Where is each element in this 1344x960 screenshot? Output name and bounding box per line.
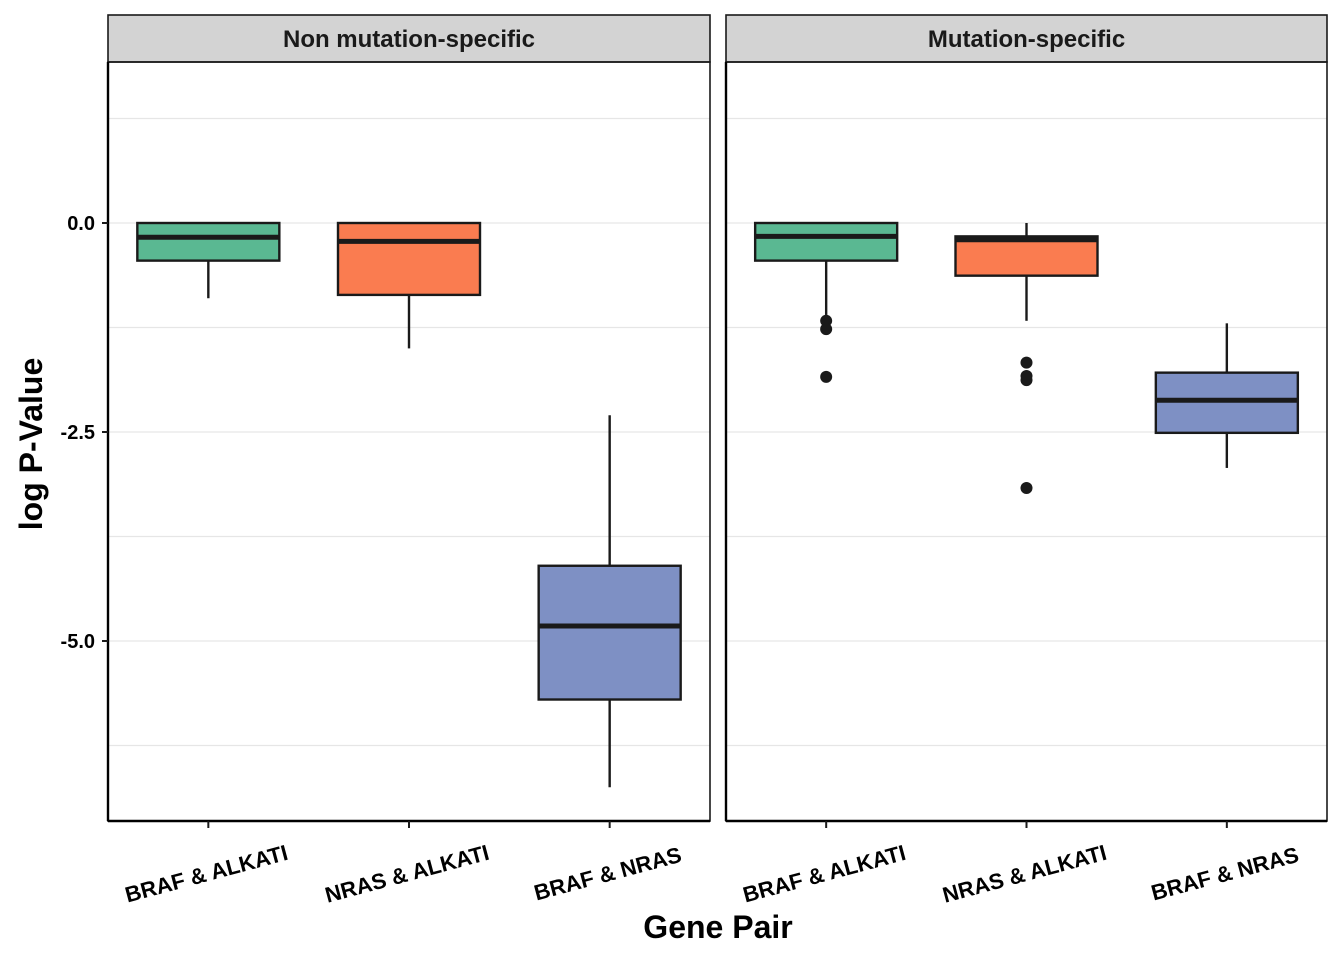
box-2 <box>537 415 682 788</box>
facet-panel: Non mutation-specific BRAF & ALKATI NRAS &… <box>106 14 711 908</box>
outlier-point <box>1020 374 1033 387</box>
outlier-point <box>1020 482 1033 495</box>
y-tick-label: 0.0 <box>67 213 95 235</box>
x-axis-title: Gene Pair <box>643 909 792 945</box>
panels: Non mutation-specific BRAF & ALKATI NRAS &… <box>106 14 1328 908</box>
outlier-point <box>1020 356 1033 369</box>
box-iqr <box>954 235 1099 277</box>
box-2 <box>1154 323 1300 468</box>
facet-strip-label: Non mutation-specific <box>283 26 535 53</box>
panel-border <box>725 61 1328 822</box>
box-0 <box>136 221 281 299</box>
panel-border <box>107 61 711 822</box>
box-0 <box>753 221 899 383</box>
box-iqr <box>136 221 281 262</box>
x-tick-label: BRAF & ALKATI <box>740 840 908 907</box>
x-tick-label: BRAF & NRAS <box>1148 842 1301 905</box>
y-axis-title: log P-Value <box>13 358 49 530</box>
facet-strip-label: Mutation-specific <box>928 26 1125 53</box>
facet-strip <box>725 14 1328 63</box>
x-tick-label: BRAF & ALKATI <box>122 840 290 907</box>
x-tick-label: NRAS & ALKATI <box>322 840 491 908</box>
y-tick-label: -5.0 <box>61 631 95 653</box>
box-1 <box>336 221 482 349</box>
facet-panel: Mutation-specific BRAF & ALKATI NRAS & ALK… <box>724 14 1328 908</box>
x-tick-label: NRAS & ALKATI <box>940 840 1109 908</box>
outlier-point <box>820 314 833 327</box>
box-1 <box>954 223 1099 495</box>
outlier-point <box>820 370 833 383</box>
box-iqr <box>753 221 899 262</box>
y-tick-label: -2.5 <box>61 422 95 444</box>
box-iqr <box>1154 371 1300 435</box>
box-iqr <box>537 564 682 701</box>
x-tick-label: BRAF & NRAS <box>531 842 684 905</box>
outlier-point <box>820 323 833 336</box>
box-iqr <box>336 221 482 297</box>
y-axis-ticks: 0.0 -2.5 -5.0 <box>61 213 108 653</box>
